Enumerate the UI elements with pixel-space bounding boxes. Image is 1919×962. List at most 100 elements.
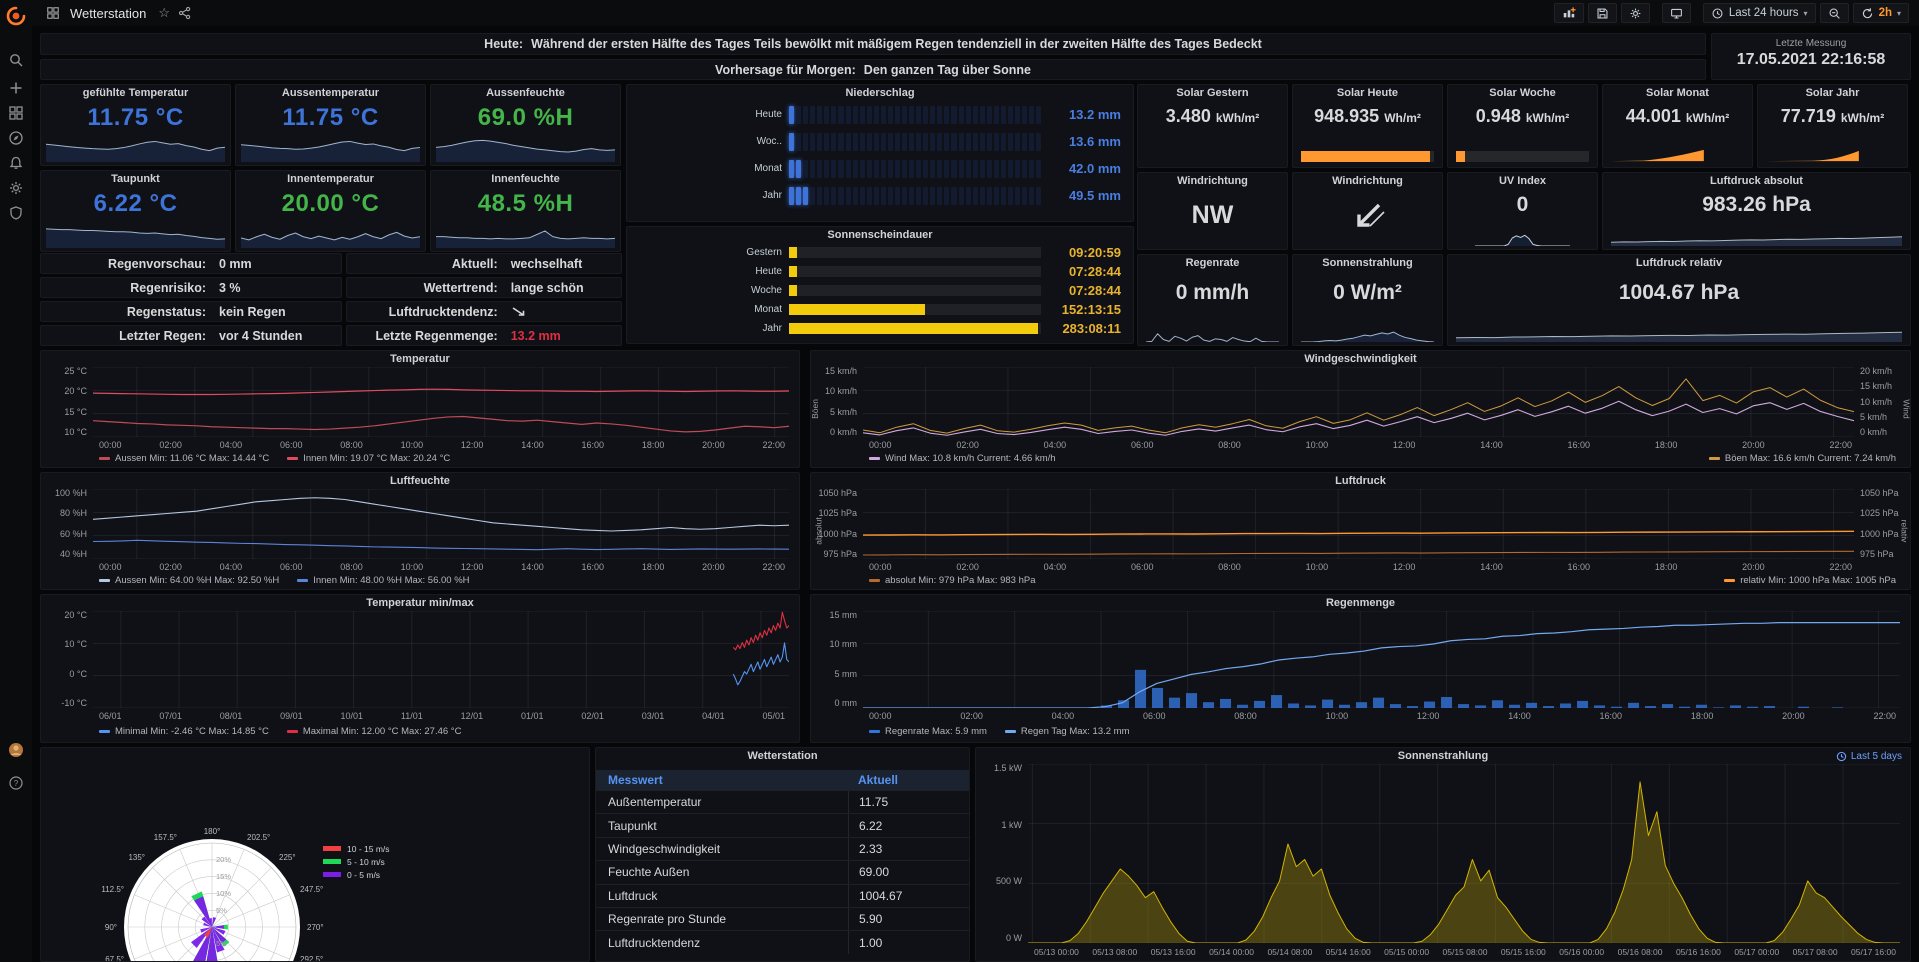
legend-swatch — [286, 730, 298, 733]
panel-wetterstation-table: Wetterstation Messwert Aktuell Außentemp… — [595, 747, 970, 962]
save-dashboard-button[interactable] — [1587, 3, 1617, 23]
panel-sonnenscheindauer: Sonnenscheindauer Gestern 09:20:59 Heute… — [626, 226, 1134, 344]
panel-title[interactable]: Innentemperatur — [287, 173, 374, 185]
panel-title[interactable]: Wetterstation — [747, 750, 818, 762]
panel-title[interactable]: Sonnenstrahlung — [1397, 750, 1489, 762]
panel-title[interactable]: Temperatur min/max — [366, 597, 474, 609]
search-icon[interactable] — [8, 52, 24, 68]
gauge-value: 07:28:44 — [1068, 283, 1121, 298]
legend-item[interactable]: Innen Min: 19.07 °C Max: 20.24 °C — [287, 453, 450, 464]
field-label: Luftdrucktendenz: — [388, 304, 498, 319]
panel-title[interactable]: Solar Heute — [1336, 87, 1399, 99]
panel-title[interactable]: Luftfeuchte — [390, 475, 450, 487]
share-icon[interactable] — [178, 6, 192, 20]
dashboard-settings-button[interactable] — [1620, 3, 1650, 23]
alerting-bell-icon[interactable] — [8, 155, 24, 171]
explore-compass-icon[interactable] — [8, 130, 24, 146]
panel-title[interactable]: Solar Gestern — [1176, 87, 1249, 99]
panel-title[interactable]: Windgeschwindigkeit — [1304, 353, 1417, 365]
panel-title[interactable]: Regenmenge — [1325, 597, 1396, 609]
tick-label: 0 km/h — [1860, 427, 1888, 437]
legend-item[interactable]: Böen Max: 16.6 km/h Current: 7.24 km/h — [1708, 453, 1896, 464]
bar-gauge — [789, 266, 1041, 277]
panel-title[interactable]: Windrichtung — [1177, 175, 1248, 187]
create-plus-icon[interactable] — [8, 80, 24, 96]
svg-text:10%: 10% — [216, 889, 231, 898]
gauge-row: Woche 07:28:44 — [627, 281, 1133, 300]
field-value: lange schön — [510, 280, 584, 295]
plot-area[interactable] — [93, 611, 789, 708]
panel-title[interactable]: Luftdruck relativ — [1635, 257, 1723, 269]
tick-label: 12:00 — [1392, 440, 1416, 450]
tv-mode-button[interactable] — [1661, 3, 1691, 23]
legend-item[interactable]: Maximal Min: 12.00 °C Max: 27.46 °C — [286, 726, 461, 737]
plot-area[interactable] — [1028, 764, 1900, 943]
panel-title[interactable]: Aussentemperatur — [281, 87, 380, 99]
stat-value: 0 mm/h — [1175, 281, 1250, 304]
panel-title[interactable]: Niederschlag — [845, 87, 915, 99]
refresh-button[interactable]: 2h ▾ — [1852, 3, 1909, 23]
plot-area[interactable] — [863, 611, 1900, 708]
panel-title[interactable]: UV Index — [1498, 175, 1547, 187]
star-icon[interactable]: ☆ — [158, 5, 171, 20]
add-panel-button[interactable] — [1553, 3, 1584, 23]
legend-item[interactable]: absolut Min: 979 hPa Max: 983 hPa — [869, 575, 1036, 586]
zoom-out-button[interactable] — [1819, 3, 1849, 23]
tick-label: 0 mm — [834, 697, 858, 708]
field-label: Regenvorschau: — [108, 256, 206, 271]
stat-solar-jahr: Solar Jahr 77.719 kWh/m² — [1757, 84, 1908, 168]
tick-label: 01/01 — [520, 711, 544, 721]
legend-item[interactable]: Regenrate Max: 5.9 mm — [869, 726, 987, 737]
gauge-label: Woc.. — [756, 136, 782, 147]
panel-title[interactable]: Aussenfeuchte — [486, 87, 565, 99]
last-5-days-link[interactable]: Last 5 days — [1836, 751, 1902, 762]
solar-gauge-bar — [1456, 151, 1589, 162]
dashboard-title[interactable]: Wetterstation — [70, 5, 147, 21]
grafana-logo[interactable] — [5, 5, 27, 27]
column-header-messwert[interactable]: Messwert — [608, 773, 663, 787]
plot-area[interactable] — [863, 489, 1854, 559]
legend-item[interactable]: Innen Min: 48.00 %H Max: 56.00 %H — [297, 575, 470, 586]
dashboards-icon[interactable] — [8, 105, 24, 121]
admin-shield-icon[interactable] — [8, 205, 24, 221]
legend-item[interactable]: Regen Tag Max: 13.2 mm — [1004, 726, 1130, 737]
legend-item[interactable]: Wind Max: 10.8 km/h Current: 4.66 km/h — [869, 453, 1056, 464]
table-body: Außentemperatur 11.75 Taupunkt 6.22 Windgesc… — [596, 790, 969, 954]
tick-label: 20 °C — [64, 386, 87, 397]
panel-title[interactable]: Luftdruck — [1335, 475, 1386, 487]
panel-title[interactable]: Taupunkt — [111, 173, 160, 185]
legend-item[interactable]: Minimal Min: -2.46 °C Max: 14.85 °C — [99, 726, 269, 737]
panel-title[interactable]: Luftdruck absolut — [1710, 175, 1803, 187]
legend-item[interactable]: relativ Min: 1000 hPa Max: 1005 hPa — [1724, 575, 1896, 586]
help-icon[interactable]: ? — [8, 775, 24, 791]
configuration-gear-icon[interactable] — [8, 180, 24, 196]
panel-title[interactable]: Solar Jahr — [1805, 87, 1860, 99]
y-axis-right: 1050 hPa 1025 hPa 1000 hPa 975 hPa — [1854, 489, 1900, 559]
user-avatar[interactable] — [8, 742, 24, 758]
stat-value: 3.480 — [1165, 106, 1211, 126]
panel-title[interactable]: Regenrate — [1185, 257, 1240, 269]
table-row: Luftdruck 1004.67 — [596, 883, 969, 907]
column-header-aktuell[interactable]: Aktuell — [858, 773, 899, 787]
tick-label: 10:00 — [400, 562, 424, 572]
panel-title[interactable]: Temperatur — [390, 353, 450, 365]
panel-title[interactable]: Solar Woche — [1489, 87, 1556, 99]
panel-title[interactable]: gefühlte Temperatur — [82, 87, 189, 99]
stat-gefuehlte-temperatur: gefühlte Temperatur 11.75 °C — [40, 84, 231, 166]
legend-item[interactable]: Aussen Min: 11.06 °C Max: 14.44 °C — [99, 453, 269, 464]
panel-title[interactable]: Windrichtung — [1332, 175, 1403, 187]
legend-item[interactable]: Aussen Min: 64.00 %H Max: 92.50 %H — [99, 575, 279, 586]
panel-title[interactable]: Innenfeuchte — [491, 173, 560, 185]
tick-label: 16:00 — [581, 440, 605, 450]
field-label: Letzte Regenmenge: — [375, 328, 498, 343]
plot-area[interactable] — [93, 367, 789, 437]
tick-label: 00:00 — [869, 711, 892, 721]
plot-area[interactable] — [863, 367, 1854, 437]
plot-area[interactable] — [93, 489, 789, 559]
panel-title[interactable]: Sonnenscheindauer — [827, 229, 933, 241]
tick-label: 5 mm — [834, 668, 858, 679]
sparkline — [436, 223, 615, 248]
panel-title[interactable]: Sonnenstrahlung — [1322, 257, 1413, 269]
panel-title[interactable]: Solar Monat — [1646, 87, 1709, 99]
time-range-picker[interactable]: Last 24 hours ▾ — [1702, 3, 1816, 23]
